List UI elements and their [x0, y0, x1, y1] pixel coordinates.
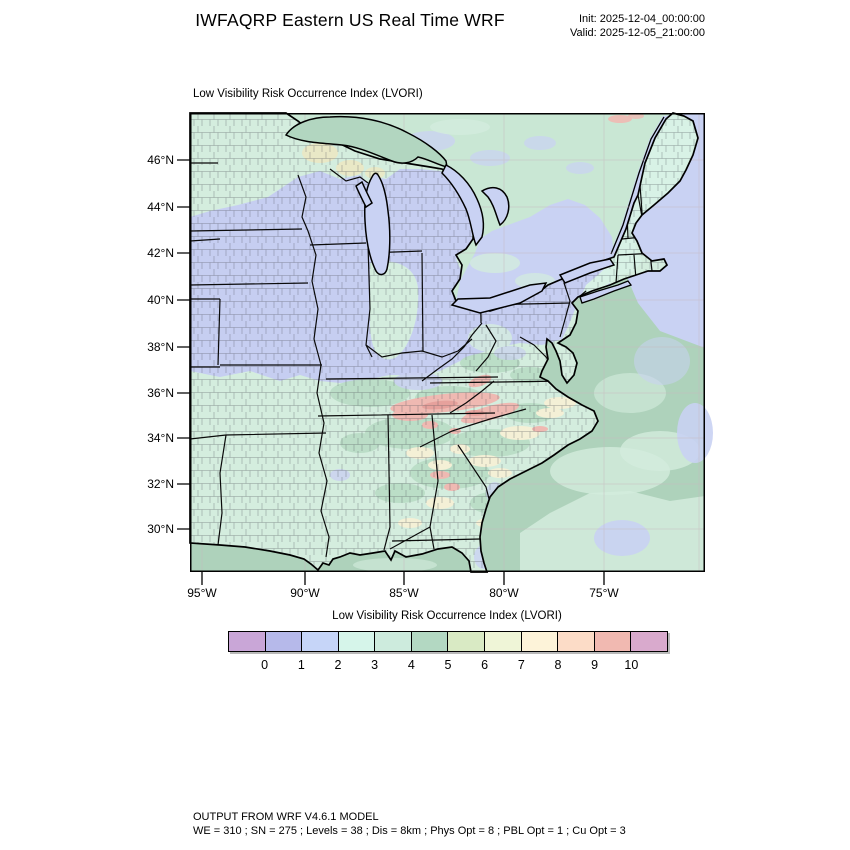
colorbar-tick-8: 8	[554, 658, 562, 672]
colorbar-tick-9: 9	[591, 658, 599, 672]
map-subtitle: Low Visibility Risk Occurrence Index (LV…	[193, 88, 423, 100]
colorbar-cell-10	[594, 632, 632, 651]
colorbar-tick-2: 2	[334, 658, 342, 672]
colorbar-tick-6: 6	[481, 658, 489, 672]
map-frame	[190, 113, 705, 572]
lvori-map	[177, 112, 713, 585]
lon-label-95°W: 95°W	[187, 586, 217, 600]
lake-erie	[450, 282, 548, 314]
lat-label-44°N: 44°N	[147, 200, 174, 214]
colorbar-tick-10: 10	[624, 658, 639, 672]
footer-line1: OUTPUT FROM WRF V4.6.1 MODEL	[193, 811, 379, 823]
page-title: IWFAQRP Eastern US Real Time WRF	[195, 10, 505, 30]
st-lawrence-north-bank	[610, 116, 665, 255]
colorbar-tick-3: 3	[371, 658, 379, 672]
lat-label-32°N: 32°N	[147, 477, 174, 491]
lake-michigan	[364, 172, 391, 276]
lake-huron	[441, 163, 485, 247]
lon-label-80°W: 80°W	[489, 586, 519, 600]
colorbar-tick-7: 7	[517, 658, 525, 672]
footer-line2: WE = 310 ; SN = 275 ; Levels = 38 ; Dis …	[193, 825, 626, 837]
colorbar-title: Low Visibility Risk Occurrence Index (LV…	[332, 610, 562, 622]
colorbar-cell-4	[375, 632, 412, 651]
colorbar-tick-5: 5	[444, 658, 452, 672]
lat-label-38°N: 38°N	[147, 340, 174, 354]
colorbar-cell-9	[558, 632, 595, 651]
colorbar	[228, 631, 668, 652]
colorbar-cell-1	[265, 632, 303, 651]
colorbar-cell-5	[411, 632, 449, 651]
lon-label-75°W: 75°W	[589, 586, 619, 600]
colorbar-tick-1: 1	[297, 658, 305, 672]
valid-time: Valid: 2025-12-05_21:00:00	[570, 27, 705, 39]
green-bay	[355, 180, 373, 209]
lat-label-34°N: 34°N	[147, 431, 174, 445]
colorbar-cell-8	[521, 632, 559, 651]
lat-label-36°N: 36°N	[147, 386, 174, 400]
lat-label-30°N: 30°N	[147, 522, 174, 536]
run-times: Init: 2025-12-04_00:00:00 Valid: 2025-12…	[455, 12, 705, 40]
great-lakes	[284, 115, 616, 314]
init-time: Init: 2025-12-04_00:00:00	[579, 13, 705, 25]
colorbar-cell-2	[302, 632, 339, 651]
colorbar-cell-7	[485, 632, 522, 651]
ontario-green-patch	[470, 253, 520, 273]
lake-superior	[284, 115, 448, 168]
colorbar-cell-6	[448, 632, 486, 651]
lon-label-90°W: 90°W	[290, 586, 320, 600]
georgian-bay	[480, 186, 510, 227]
lon-label-85°W: 85°W	[389, 586, 419, 600]
axis-ticks	[177, 159, 605, 585]
lat-label-42°N: 42°N	[147, 246, 174, 260]
colorbar-cell-3	[338, 632, 376, 651]
long-island	[579, 280, 633, 304]
colorbar-cell-0	[229, 632, 266, 651]
colorbar-tick-4: 4	[407, 658, 415, 672]
lat-label-40°N: 40°N	[147, 293, 174, 307]
colorbar-tick-0: 0	[261, 658, 269, 672]
lat-label-46°N: 46°N	[147, 153, 174, 167]
lake-ontario	[558, 258, 616, 284]
colorbar-cell-11	[631, 632, 667, 651]
model-footer: OUTPUT FROM WRF V4.6.1 MODEL WE = 310 ; …	[193, 810, 626, 838]
map-canvas	[177, 112, 713, 585]
